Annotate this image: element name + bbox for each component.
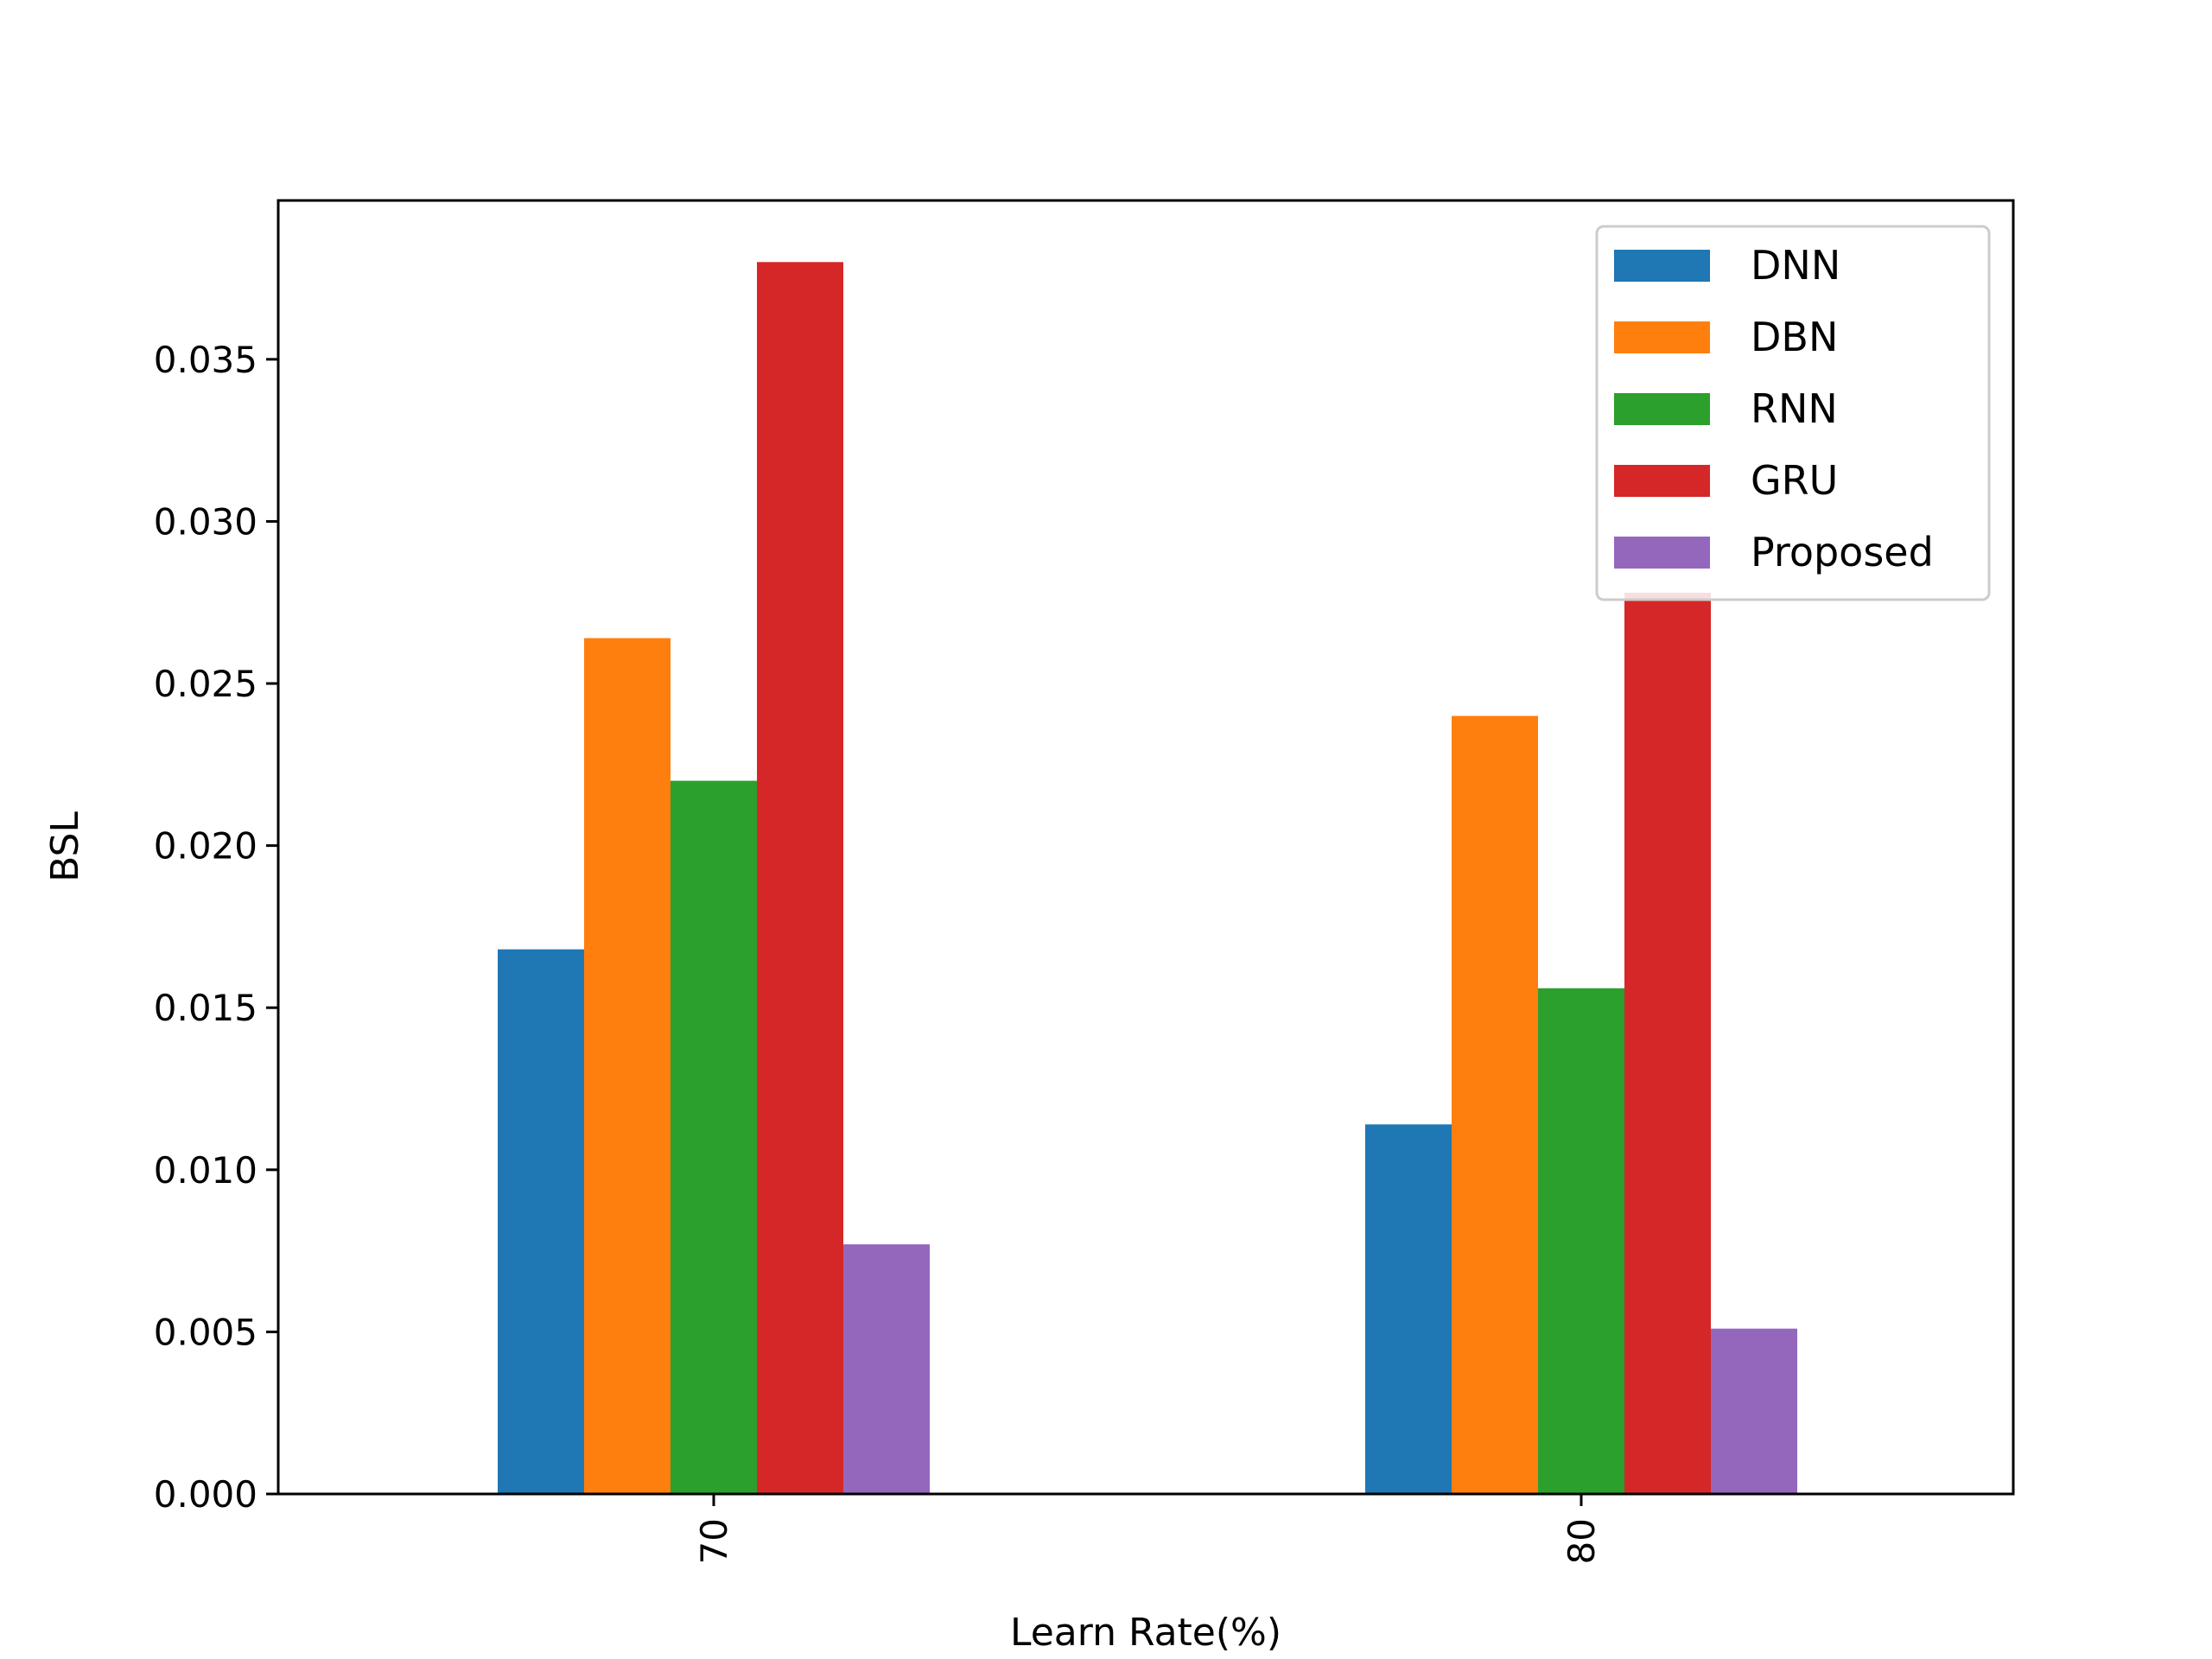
y-tick-label: 0.015 bbox=[154, 987, 257, 1029]
y-tick-label: 0.010 bbox=[154, 1149, 257, 1192]
bar-rnn-80 bbox=[1538, 988, 1624, 1494]
bar-proposed-70 bbox=[843, 1244, 930, 1494]
y-tick-label: 0.005 bbox=[154, 1311, 257, 1353]
y-tick-label: 0.000 bbox=[154, 1473, 257, 1516]
y-tick-label: 0.020 bbox=[154, 825, 257, 868]
y-tick-label: 0.025 bbox=[154, 663, 257, 705]
y-tick-label: 0.030 bbox=[154, 500, 257, 543]
legend-label-proposed: Proposed bbox=[1751, 529, 1934, 575]
legend-box bbox=[1595, 225, 1991, 601]
legend-label-dbn: DBN bbox=[1751, 314, 1838, 360]
bar-gru-70 bbox=[757, 262, 843, 1495]
bar-dnn-80 bbox=[1365, 1124, 1452, 1494]
bars-group bbox=[498, 262, 1797, 1495]
x-axis: 70 80 bbox=[693, 1494, 1603, 1564]
legend-label-gru: GRU bbox=[1751, 457, 1838, 504]
bar-dbn-70 bbox=[584, 638, 671, 1494]
legend-swatch-dnn bbox=[1614, 250, 1710, 282]
x-tick-label: 80 bbox=[1560, 1518, 1603, 1564]
legend-swatch-proposed bbox=[1614, 537, 1710, 569]
bar-proposed-80 bbox=[1711, 1328, 1797, 1494]
legend-label-dnn: DNN bbox=[1751, 242, 1840, 289]
legend-label-rnn: RNN bbox=[1751, 385, 1838, 432]
y-axis-title: BSL bbox=[43, 811, 87, 882]
bar-gru-80 bbox=[1624, 592, 1711, 1494]
bar-dbn-80 bbox=[1452, 715, 1538, 1494]
bar-dnn-70 bbox=[498, 949, 584, 1494]
y-axis: 0.000 0.005 0.010 0.015 0.020 0.025 0.030 0.035 bbox=[154, 339, 278, 1516]
legend-swatch-gru bbox=[1614, 465, 1710, 497]
y-tick-label: 0.035 bbox=[154, 339, 257, 381]
legend: DNN DBN RNN GRU Proposed bbox=[1595, 225, 1991, 601]
x-tick-label: 70 bbox=[693, 1518, 735, 1564]
bar-rnn-70 bbox=[671, 780, 757, 1494]
plot-frame bbox=[276, 199, 2015, 1496]
legend-swatch-rnn bbox=[1614, 393, 1710, 425]
x-axis-title: Learn Rate(%) bbox=[1010, 1611, 1281, 1655]
legend-swatch-dbn bbox=[1614, 321, 1710, 353]
